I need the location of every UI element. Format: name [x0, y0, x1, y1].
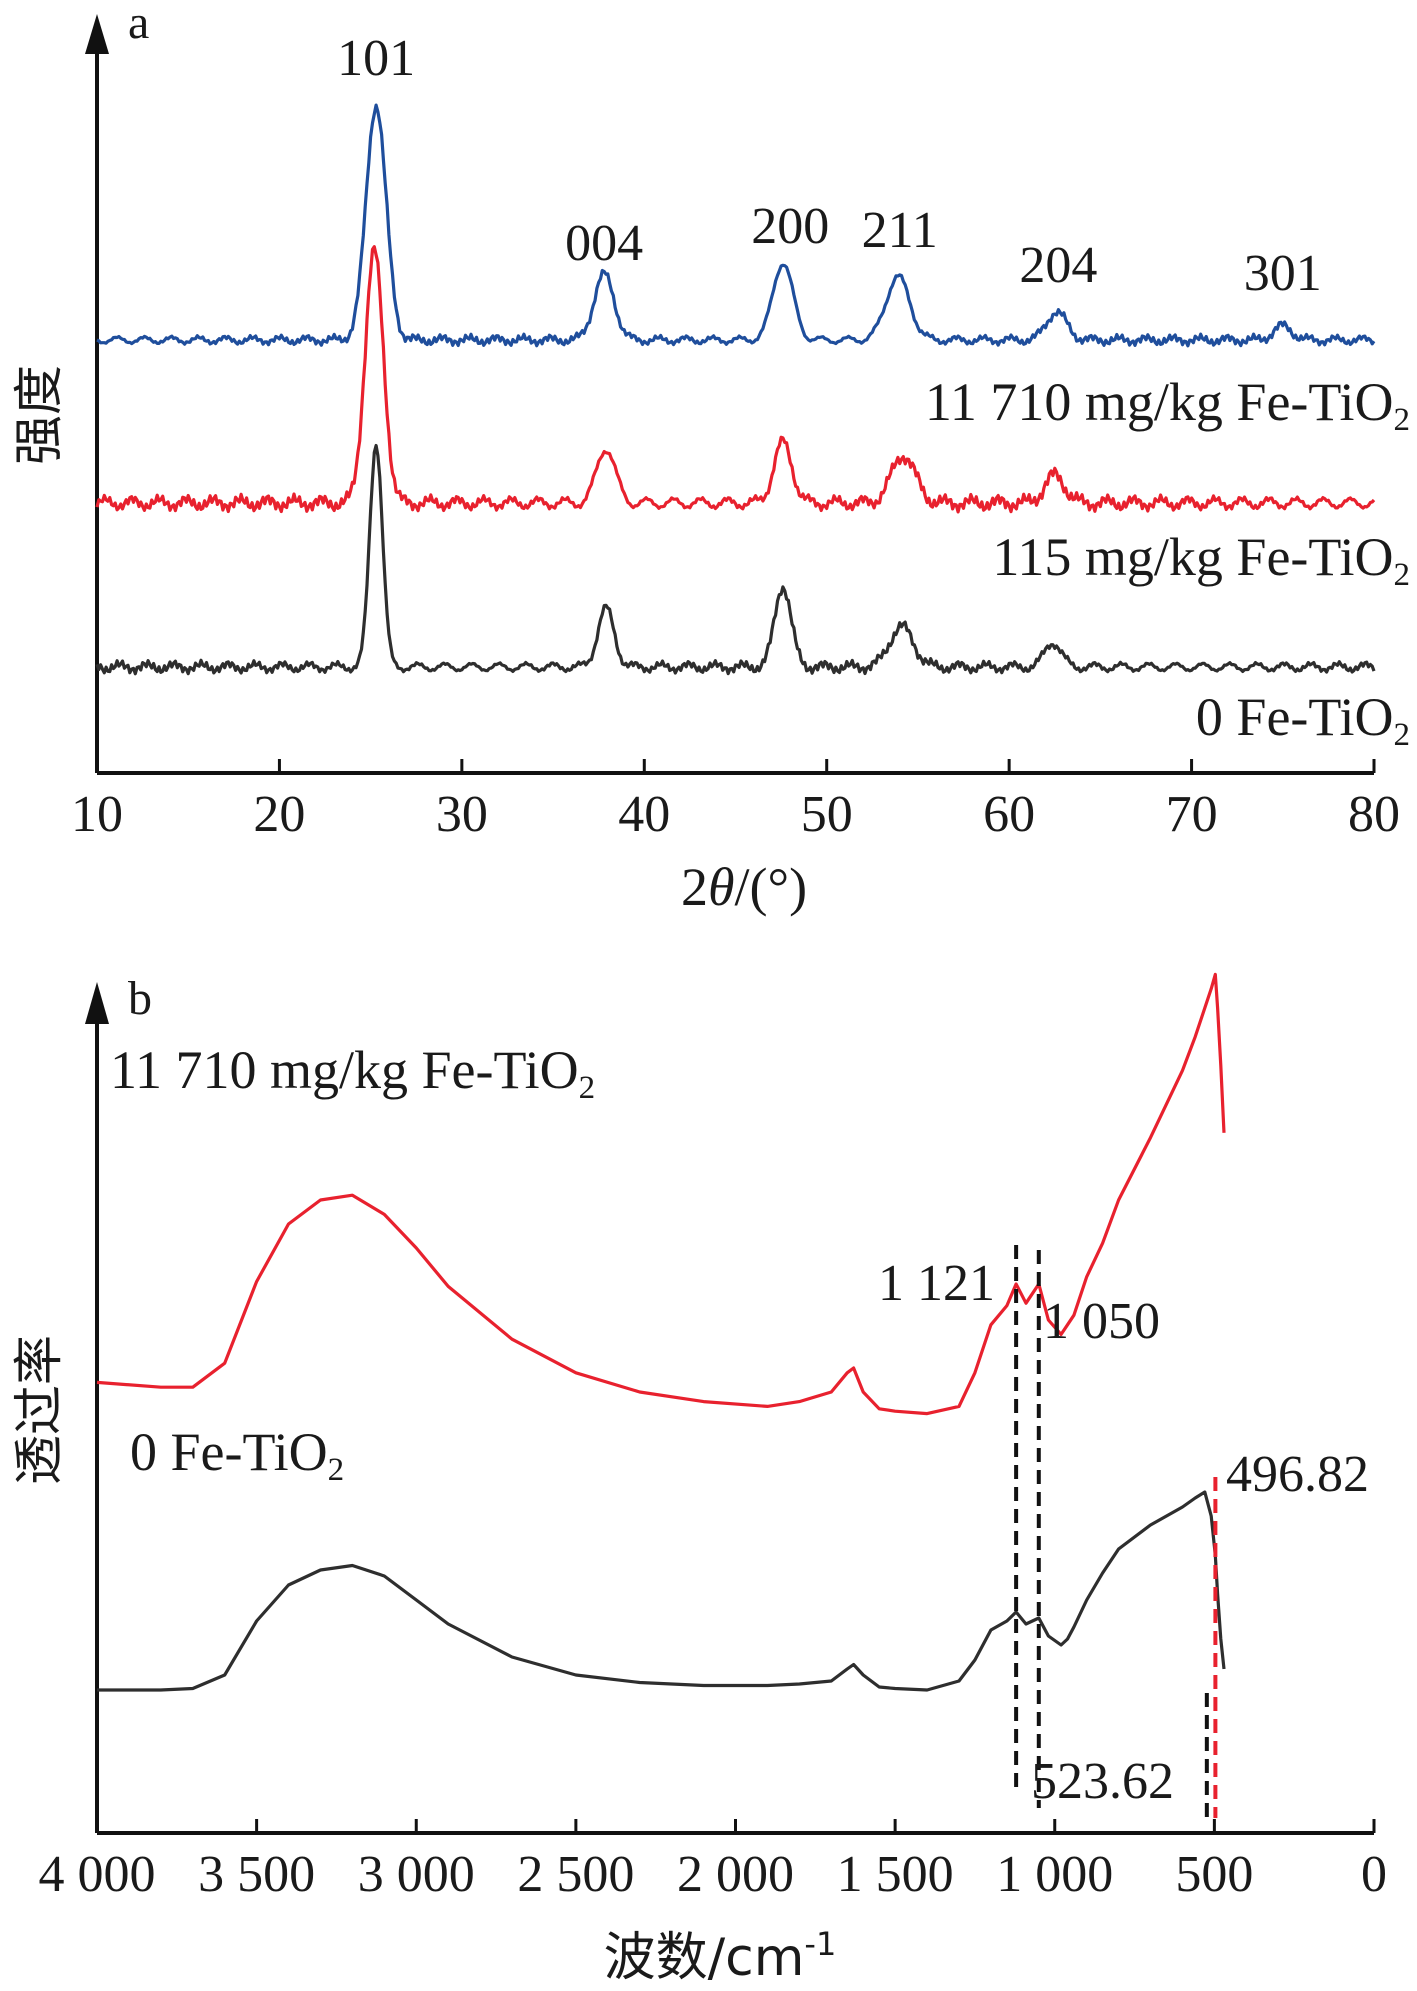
peak-label: 101	[337, 30, 415, 87]
series-label-b: 0 Fe-TiO2	[130, 1422, 344, 1488]
x-tick-label-a: 30	[436, 786, 488, 843]
ftir-series-line	[96, 972, 1226, 1416]
series-label-a: 11 710 mg/kg Fe-TiO2	[925, 372, 1410, 438]
x-tick-label-b: 0	[1361, 1846, 1387, 1903]
y-axis-label-a: 强度	[10, 365, 68, 465]
y-axis-arrow-b	[85, 982, 109, 1024]
x-tick-label-a: 40	[618, 786, 670, 843]
annotation-label: 1 121	[878, 1255, 995, 1312]
x-tick-label-b: 1 000	[996, 1846, 1113, 1903]
peak-label: 301	[1244, 245, 1322, 302]
x-tick-label-a: 10	[71, 786, 123, 843]
x-tick-label-b: 2 500	[517, 1846, 634, 1903]
annotation-label: 1 050	[1043, 1293, 1160, 1350]
peak-label: 004	[565, 215, 643, 272]
x-tick-label-b: 4 000	[39, 1846, 156, 1903]
panel-b-ftir-chart: 4 000 3 500 3 000 2 500 2 000 1 500 1 000 500 0 b…	[10, 972, 1387, 1988]
annotation-label: 496.82	[1226, 1446, 1369, 1503]
x-tick-label-a: 70	[1166, 786, 1218, 843]
x-tick-label-b: 500	[1175, 1846, 1253, 1903]
x-tick-label-a: 80	[1348, 786, 1400, 843]
series-label-b: 11 710 mg/kg Fe-TiO2	[110, 1040, 595, 1106]
panel-a-xrd-chart: 10 20 30 40 50 60 70 80 a 2θ/(°) 强度 11 710 mg/kg Fe…	[10, 0, 1410, 917]
peak-label: 211	[862, 202, 938, 259]
x-axis-label-b: 波数/cm-1	[604, 1925, 837, 1988]
peak-label: 204	[1019, 237, 1097, 294]
x-tick-label-b: 3 500	[198, 1846, 315, 1903]
annotation-label: 523.62	[1031, 1753, 1174, 1810]
y-axis-arrow-a	[85, 14, 109, 54]
series-label-a: 115 mg/kg Fe-TiO2	[992, 527, 1410, 593]
x-tick-label-a: 60	[983, 786, 1035, 843]
y-axis-label-b: 透过率	[10, 1335, 68, 1485]
panel-label-b: b	[128, 972, 152, 1025]
series-label-a: 0 Fe-TiO2	[1196, 687, 1410, 753]
xrd-series-line	[95, 245, 1376, 514]
ftir-series-line	[97, 1490, 1226, 1692]
xrd-series-line	[95, 443, 1376, 676]
x-tick-label-b: 2 000	[677, 1846, 794, 1903]
xrd-series-line	[96, 103, 1376, 348]
x-axis-label-a: 2θ/(°)	[681, 857, 807, 917]
x-tick-label-a: 50	[801, 786, 853, 843]
x-tick-label-b: 1 500	[837, 1846, 954, 1903]
x-tick-label-b: 3 000	[358, 1846, 475, 1903]
x-tick-label-a: 20	[253, 786, 305, 843]
panel-label-a: a	[128, 0, 149, 49]
peak-label: 200	[751, 198, 829, 255]
